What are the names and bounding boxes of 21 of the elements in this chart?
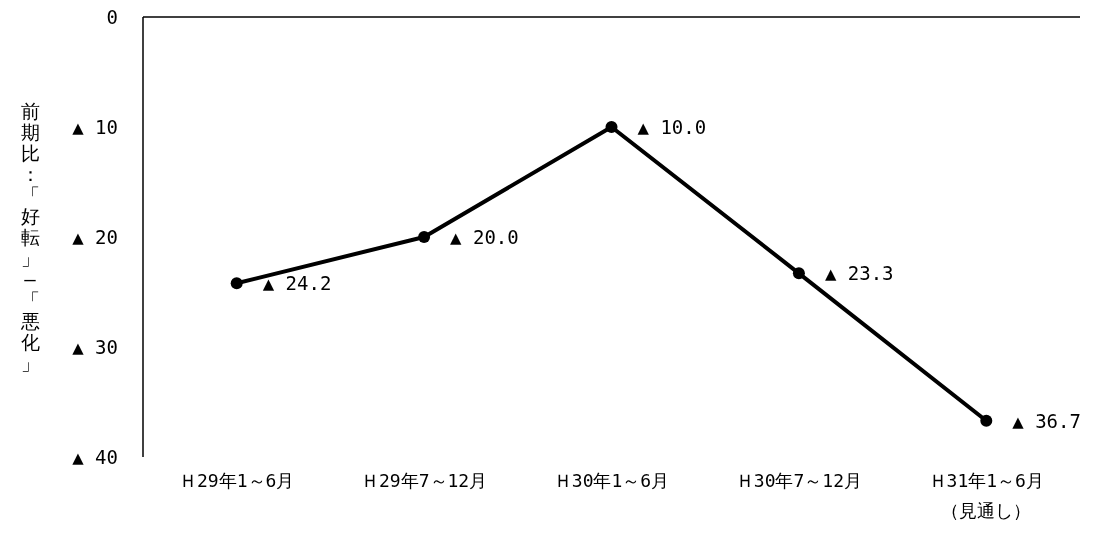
- y-tick-label: ▲ 30: [72, 336, 118, 358]
- text: 前期比：「好転」―「悪化」: [20, 100, 40, 374]
- data-label: ▲ 10.0: [637, 116, 707, 138]
- data-label: ▲ 23.3: [824, 262, 894, 285]
- x-tick-label: Ｈ29年7～12月: [361, 470, 488, 491]
- y-tick-label: 0: [106, 6, 118, 28]
- point: [418, 231, 431, 243]
- y-tick-label: ▲ 20: [72, 226, 118, 248]
- point: [230, 277, 243, 290]
- point: [792, 267, 805, 280]
- y-tick-label: ▲ 10: [72, 116, 118, 138]
- x-tick-label: Ｈ29年1～6月: [179, 470, 295, 491]
- y-tick-label: ▲ 40: [72, 446, 118, 468]
- x-tick-label: Ｈ30年7～12月: [735, 470, 862, 491]
- point: [980, 414, 993, 427]
- data-label: ▲ 24.2: [262, 272, 332, 295]
- x-tick-label: Ｈ30年1～6月: [553, 470, 670, 491]
- x-tick-label: Ｈ31年1～6月（見通し）: [928, 470, 1044, 521]
- point: [605, 121, 618, 133]
- data-label: ▲ 36.7: [1012, 409, 1081, 432]
- data-label: ▲ 20.0: [450, 226, 519, 248]
